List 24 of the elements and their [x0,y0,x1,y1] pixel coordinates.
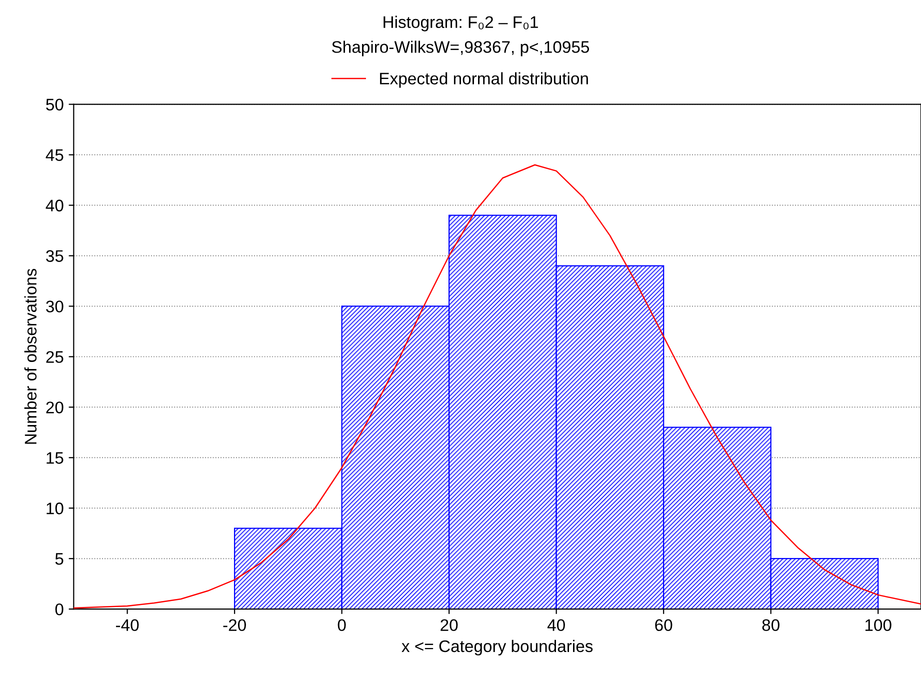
y-tick-label: 10 [46,502,64,514]
y-tick-label: 15 [46,452,64,464]
y-tick-label: 35 [46,250,64,262]
y-tick-label: 45 [46,149,64,161]
y-tick-label: 25 [46,351,64,363]
x-tick-label: 100 [865,619,892,632]
x-tick-label: 40 [547,619,565,632]
x-tick-label: -20 [223,619,246,632]
chart-subtitle: Shapiro-WilksW=,98367, p<,10955 [332,40,590,56]
y-tick-label: 50 [46,98,64,111]
y-axis-title: Number of observations [24,268,37,444]
y-tick-label: 0 [55,603,64,616]
legend-label: Expected normal distribution [380,72,588,88]
x-axis-title: x <= Category boundaries [402,640,593,656]
x-tick-label: 0 [338,619,346,632]
y-tick-label: 40 [46,200,64,212]
x-tick-label: -40 [116,619,139,632]
x-tick-label: 80 [762,619,780,632]
chart-title: Histogram: F₀2 – F₀1 [384,16,538,32]
x-tick-label: 20 [440,619,458,632]
y-tick-label: 30 [46,300,64,312]
x-tick-label: 60 [655,619,672,632]
y-tick-label: 20 [46,402,64,414]
y-tick-label: 5 [55,553,64,565]
